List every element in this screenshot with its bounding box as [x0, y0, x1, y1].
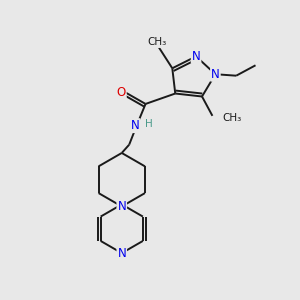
Text: CH₃: CH₃ — [222, 113, 241, 123]
Text: N: N — [211, 68, 220, 81]
Text: CH₃: CH₃ — [148, 37, 167, 47]
Text: O: O — [116, 85, 126, 98]
Text: N: N — [131, 119, 140, 132]
Text: N: N — [192, 50, 200, 63]
Text: N: N — [117, 247, 126, 260]
Text: H: H — [145, 119, 153, 129]
Text: N: N — [117, 200, 126, 213]
